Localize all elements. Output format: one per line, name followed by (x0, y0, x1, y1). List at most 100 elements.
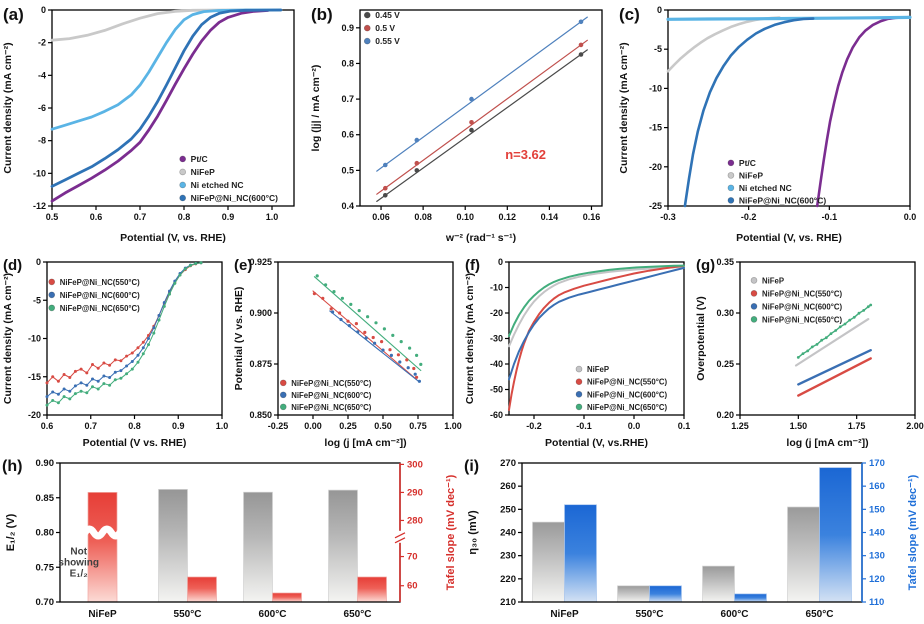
category-label: 650°C (344, 609, 372, 620)
right-tick-label: 300 (407, 459, 423, 470)
series-marker (347, 324, 351, 328)
series-marker (383, 193, 388, 198)
series-marker (199, 261, 203, 265)
series-marker (324, 283, 328, 287)
series-marker (374, 321, 378, 325)
series-marker (189, 263, 192, 267)
series-line (508, 264, 685, 411)
panel-a-orr-polarization: 0.5 0.6 0.7 0.8 0.9 1.0 0 -2 -4 -6 -8 -10 -12 Potenti… (0, 0, 308, 250)
legend-label: Pt/C (191, 154, 208, 164)
series-line (50, 9, 269, 203)
panel-f-her-temperatures: -0.2 -0.1 0.0 0.1 0 -10 -20 -30 -40 -50 -60 Potenti… (462, 250, 693, 455)
series-marker (363, 330, 367, 334)
legend-marker (179, 155, 186, 163)
panel-label: (h) (2, 458, 22, 475)
left-tick-label: 240 (500, 528, 516, 539)
x-axis-label: Potential (V vs. RHE) (83, 437, 187, 449)
panel-label: (e) (234, 257, 252, 274)
legend-marker (727, 184, 735, 192)
right-tick-label: 140 (869, 528, 885, 539)
category-label: 550°C (174, 609, 202, 620)
y-tick-label: 0.6 (341, 130, 354, 140)
right-tick-label: 170 (869, 458, 885, 469)
y-tick-label: -20 (490, 308, 503, 318)
legend-label: 0.45 V (375, 10, 400, 20)
panel-label: (d) (3, 257, 22, 274)
x-tick-label: 0.08 (414, 212, 432, 222)
legend-label: NiFeP@Ni_NC(600°C) (191, 193, 278, 203)
series-marker (408, 346, 412, 350)
x-tick-label: -0.25 (268, 421, 289, 431)
series-marker (332, 290, 336, 294)
x-tick-label: 0.6 (41, 421, 54, 431)
plot-frame (277, 261, 454, 416)
y-tick-label: -12 (33, 201, 46, 211)
legend-label: Ni etched NC (191, 180, 244, 190)
y-tick-label: 0.25 (716, 359, 734, 369)
x-axis-label: log (j [mA cm⁻²]) (324, 437, 406, 449)
series-marker (806, 349, 810, 353)
panel-label: (f) (465, 257, 480, 274)
right-axis-label: Tafel slope (mV dec⁻¹) (445, 474, 457, 590)
y-tick-label: -5 (33, 295, 41, 305)
series-marker (578, 52, 584, 57)
series-marker (829, 332, 833, 335)
bar-left-600°C (243, 491, 273, 603)
x-tick-label: 0.7 (84, 421, 97, 431)
y-tick-label: 0 (498, 257, 503, 267)
series-marker (371, 335, 375, 340)
chart-i: NiFeP 550°C 600°C 650°C 210 220 230 240 250 260 27… (464, 458, 919, 620)
series-marker (194, 262, 198, 265)
x-tick-label: 0.0 (628, 421, 641, 431)
panel-h-e-half-tafel-bars: NiFeP 550°C 600°C 650°C 0.70 0.75 0.80 0.85 0.90… (0, 455, 462, 624)
series-marker (96, 366, 100, 370)
legend-marker (48, 291, 56, 299)
series-marker (62, 395, 66, 399)
series-marker (113, 370, 117, 374)
legend-label: NiFeP@Ni_NC(650°C) (587, 403, 667, 412)
series-marker (157, 318, 161, 322)
series-marker (391, 333, 395, 337)
panel-label: (b) (311, 5, 333, 24)
series-marker (68, 389, 72, 393)
left-tick-label: 0.80 (36, 528, 55, 539)
series-marker (419, 362, 423, 366)
legend-label: NiFeP (191, 167, 215, 177)
series-marker (162, 304, 166, 308)
x-tick-label: 0.0 (904, 212, 917, 222)
series-marker (469, 96, 474, 102)
right-tick-label: 290 (407, 487, 423, 498)
legend-label: NiFeP@Ni_NC(650°C) (762, 315, 842, 324)
x-tick-label: -0.3 (660, 212, 676, 222)
series-marker (801, 352, 805, 355)
series-marker (108, 363, 112, 367)
series-marker (469, 120, 474, 125)
series-marker (45, 403, 49, 407)
series-marker (406, 366, 410, 370)
series-marker (173, 281, 177, 285)
y-tick-label: 0.850 (249, 410, 272, 420)
y-tick-label: -4 (38, 70, 46, 80)
series-marker (51, 399, 55, 402)
legend-marker (279, 379, 287, 387)
series-marker (843, 322, 847, 326)
series-marker (321, 296, 325, 300)
legend-label: NiFeP (587, 365, 609, 374)
series-line (508, 264, 685, 337)
y-tick-label: -15 (649, 123, 662, 133)
y-tick-label: -10 (649, 83, 662, 93)
series-marker (469, 127, 474, 133)
series-line (797, 357, 872, 397)
series-marker (357, 309, 361, 313)
series-line (683, 17, 815, 208)
left-tick-label: 0.70 (36, 597, 55, 608)
x-tick-label: 0.7 (134, 212, 147, 222)
legend-marker (750, 290, 758, 297)
panel-b-koutecky-levich: 0.06 0.08 0.10 0.12 0.14 0.16 0.4 0.5 0.6 0.7 0.8 0… (308, 0, 616, 250)
legend-label: 0.5 V (375, 23, 395, 33)
series-marker (136, 346, 140, 350)
annotation-line: E₁/₂ (70, 569, 88, 580)
series-marker (108, 376, 112, 379)
series-marker (96, 387, 100, 391)
series-marker (141, 340, 145, 344)
